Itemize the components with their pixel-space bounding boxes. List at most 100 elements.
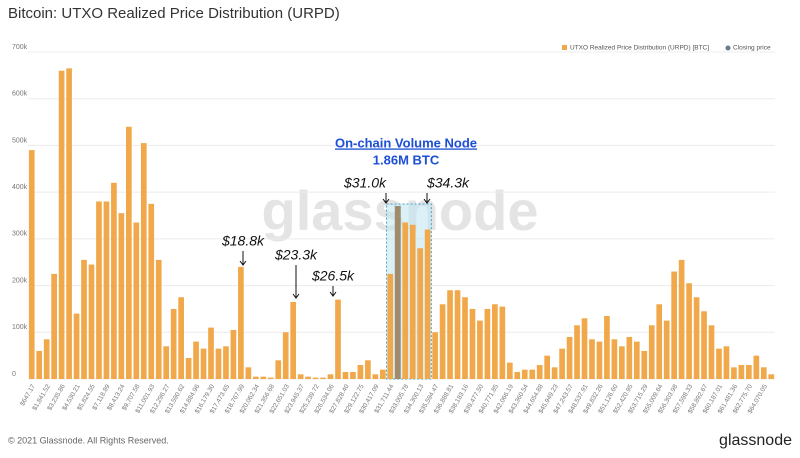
bar xyxy=(678,259,685,379)
bar xyxy=(163,346,170,379)
bar xyxy=(701,311,707,379)
bar xyxy=(103,201,110,379)
annotation: $31.0k xyxy=(343,175,387,191)
annotation: $18.8k xyxy=(221,233,265,249)
bar xyxy=(723,346,730,379)
bar xyxy=(551,367,558,379)
volume-node-box xyxy=(386,203,432,380)
bar xyxy=(581,318,588,379)
bar xyxy=(499,306,506,379)
bar xyxy=(574,325,580,379)
bar xyxy=(469,308,476,379)
bar xyxy=(305,376,311,379)
bar xyxy=(267,377,274,379)
bar xyxy=(432,332,438,379)
bar xyxy=(66,68,72,379)
arrow-head xyxy=(292,293,300,299)
bar xyxy=(193,341,199,379)
bar xyxy=(589,339,595,379)
bar xyxy=(81,259,87,379)
logo: glassnode xyxy=(719,432,792,449)
bar xyxy=(484,308,491,379)
bar xyxy=(170,308,177,379)
annotation: $26.5k xyxy=(311,268,355,284)
bar xyxy=(282,332,289,379)
bar xyxy=(716,348,722,379)
y-tick-label: 700k xyxy=(12,44,28,51)
bar xyxy=(178,297,184,379)
bar xyxy=(731,367,737,379)
annotation: $34.3k xyxy=(426,175,470,191)
bar xyxy=(417,248,424,379)
bar xyxy=(566,336,573,379)
bar xyxy=(342,371,349,379)
legend-swatch xyxy=(562,45,567,50)
bar xyxy=(596,341,603,379)
legend-label: UTXO Realized Price Distribution (URPD) … xyxy=(570,45,709,52)
annotation: $23.3k xyxy=(274,247,318,263)
bar xyxy=(215,348,222,379)
y-tick-label: 100k xyxy=(12,324,28,331)
bar xyxy=(746,364,752,379)
footer: © 2021 Glassnode. All Rights Reserved. xyxy=(8,435,169,445)
bar xyxy=(312,377,319,379)
bar xyxy=(200,348,207,379)
bar xyxy=(536,364,543,379)
bar xyxy=(252,376,259,379)
y-tick-label: 200k xyxy=(12,277,28,284)
bar xyxy=(335,299,341,379)
bar xyxy=(148,203,155,379)
bar xyxy=(28,150,35,379)
bar xyxy=(372,374,379,379)
bar xyxy=(238,266,244,379)
bar xyxy=(155,259,162,379)
bar xyxy=(738,364,745,379)
bar xyxy=(506,362,513,379)
bar xyxy=(514,371,521,379)
bar xyxy=(290,301,297,379)
arrow-head xyxy=(423,198,431,204)
bar xyxy=(641,350,648,379)
bar xyxy=(357,364,364,379)
bar xyxy=(492,304,498,379)
bar xyxy=(402,222,409,379)
bar xyxy=(559,348,565,379)
bar xyxy=(760,367,767,379)
bar xyxy=(544,355,551,379)
annotation-title: On-chain Volume Node xyxy=(335,135,477,150)
closing-price-line xyxy=(394,206,401,379)
y-tick-label: 0 xyxy=(12,371,16,378)
bar xyxy=(126,126,132,379)
bar xyxy=(656,304,663,379)
bar xyxy=(365,360,371,379)
y-tick-label: 400k xyxy=(12,184,28,191)
bar xyxy=(686,283,692,379)
bar xyxy=(447,290,453,379)
bar xyxy=(260,376,267,379)
bar xyxy=(230,329,237,379)
bar xyxy=(133,222,140,379)
bar xyxy=(477,320,483,379)
bar xyxy=(140,143,147,379)
bar xyxy=(111,182,117,379)
bar xyxy=(663,320,670,379)
bar xyxy=(379,369,386,379)
legend-dot xyxy=(725,45,731,51)
bar xyxy=(424,229,431,379)
bar xyxy=(387,273,394,379)
bar xyxy=(73,313,80,379)
bar xyxy=(693,297,700,379)
bar xyxy=(185,357,192,379)
bar xyxy=(297,374,304,379)
bar xyxy=(118,213,125,379)
bar xyxy=(350,371,356,379)
bar xyxy=(245,367,252,379)
bar xyxy=(51,273,57,379)
bar xyxy=(327,374,334,379)
bar xyxy=(671,271,677,379)
bar xyxy=(708,325,715,379)
bar xyxy=(604,315,610,379)
bar xyxy=(619,346,625,379)
arrow-head xyxy=(329,291,337,297)
